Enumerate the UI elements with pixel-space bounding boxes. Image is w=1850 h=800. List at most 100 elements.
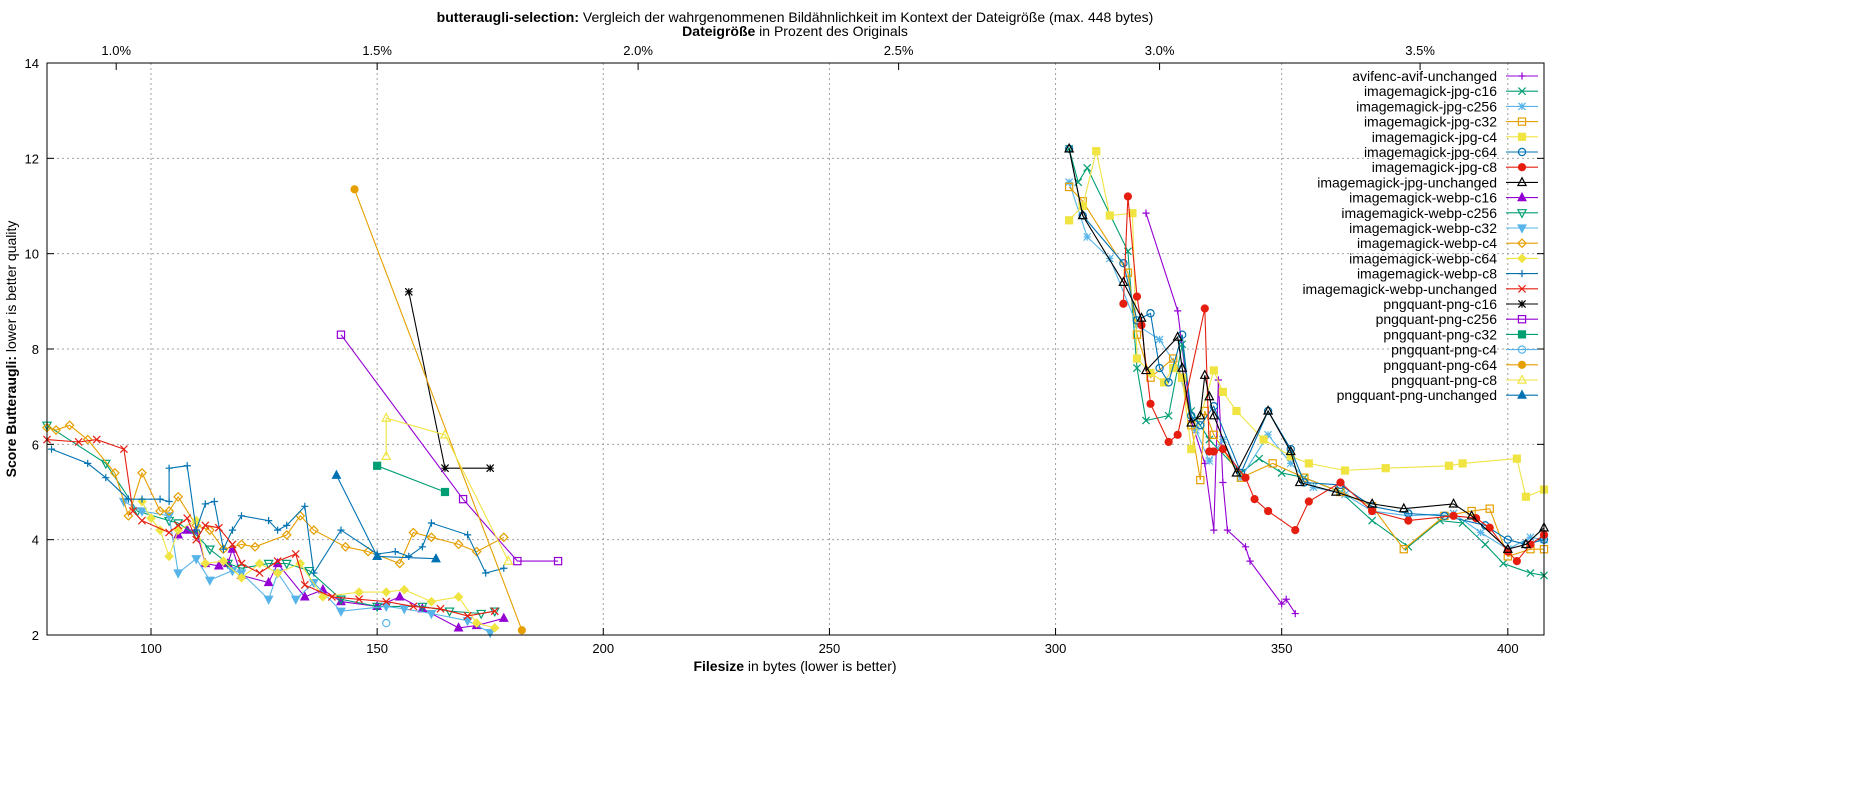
series-imagemagick-jpg-c8	[1119, 192, 1549, 566]
data-point	[1517, 147, 1527, 157]
data-point	[1517, 163, 1527, 172]
x-tick-label: 150	[366, 641, 388, 656]
series-pngquant-png-c32	[373, 461, 450, 497]
data-point	[1218, 445, 1227, 454]
series-line	[340, 334, 559, 562]
data-point	[1516, 176, 1528, 187]
x-tick-label: 250	[819, 641, 841, 656]
data-point	[1209, 447, 1218, 456]
x2-tick-label: 2.0%	[623, 43, 653, 58]
legend-entry: imagemagick-webp-c64	[1349, 250, 1538, 266]
data-point	[335, 595, 347, 606]
data-point	[236, 564, 247, 575]
y-tick-label: 6	[32, 437, 39, 452]
legend-label: imagemagick-jpg-c256	[1356, 98, 1497, 114]
data-point	[1517, 117, 1527, 126]
data-point	[354, 587, 364, 597]
data-point	[204, 525, 215, 536]
data-point	[1199, 369, 1210, 379]
data-point	[1517, 253, 1527, 264]
legend-label: pngquant-png-unchanged	[1337, 387, 1497, 403]
data-point	[138, 495, 146, 503]
legend: avifenc-avif-unchangedimagemagick-jpg-c1…	[1302, 68, 1538, 403]
data-point	[463, 611, 472, 620]
y-tick-label: 2	[32, 628, 39, 643]
legend-entry: imagemagick-webp-c4	[1357, 235, 1538, 251]
data-point	[1177, 362, 1188, 372]
data-point	[327, 592, 336, 601]
legend-entry: pngquant-png-c4	[1391, 342, 1538, 358]
series-imagemagick-webp-c8	[47, 445, 508, 577]
legend-entry: imagemagick-webp-c8	[1357, 266, 1538, 282]
data-point	[1204, 390, 1215, 401]
legend-label: imagemagick-webp-c256	[1341, 205, 1497, 221]
data-point	[1404, 516, 1413, 525]
data-point	[1517, 345, 1527, 354]
data-point	[1526, 533, 1535, 542]
legend-label: imagemagick-webp-unchanged	[1302, 281, 1497, 297]
data-point	[500, 564, 508, 572]
data-point	[1518, 270, 1526, 278]
data-point	[399, 605, 410, 615]
data-point	[1336, 478, 1345, 487]
x-tick-label: 200	[592, 641, 614, 656]
data-point	[381, 602, 392, 613]
x2-axis-label: Dateigröße in Prozent des Originals	[682, 23, 908, 39]
data-point	[1173, 430, 1182, 439]
data-point	[471, 546, 482, 557]
data-point	[439, 428, 451, 439]
legend-entry: imagemagick-jpg-unchanged	[1317, 174, 1538, 190]
data-point	[381, 412, 392, 422]
data-point	[336, 607, 346, 617]
data-point	[1499, 559, 1508, 568]
data-point	[1485, 523, 1494, 532]
data-point	[1083, 163, 1092, 172]
legend-label: imagemagick-jpg-c8	[1372, 159, 1497, 175]
legend-entry: imagemagick-jpg-c32	[1364, 114, 1538, 130]
data-point	[1119, 259, 1128, 268]
data-point	[1404, 511, 1413, 520]
data-point	[263, 559, 274, 570]
legend-entry: imagemagick-jpg-c16	[1364, 83, 1538, 99]
data-point	[1476, 528, 1485, 537]
x2-tick-label: 1.5%	[362, 43, 392, 58]
legend-label: imagemagick-webp-c4	[1357, 235, 1497, 251]
series-pngquant-png-unchanged	[331, 469, 441, 563]
data-point	[128, 507, 137, 516]
data-point	[1404, 542, 1413, 551]
data-point	[1186, 417, 1197, 427]
legend-label: pngquant-png-c32	[1383, 326, 1497, 342]
data-point	[1255, 454, 1264, 463]
data-point	[1092, 147, 1101, 156]
data-point	[409, 602, 418, 611]
data-point	[350, 185, 359, 194]
legend-entry: imagemagick-jpg-c256	[1356, 98, 1538, 114]
data-point	[431, 553, 441, 563]
data-point	[1155, 335, 1164, 344]
x-tick-label: 350	[1271, 641, 1293, 656]
data-point	[191, 555, 202, 565]
data-point	[1286, 459, 1295, 468]
legend-entry: imagemagick-webp-unchanged	[1302, 281, 1538, 297]
y-tick-label: 14	[25, 56, 39, 71]
series-pngquant-png-c8	[381, 412, 514, 565]
data-point	[1146, 309, 1155, 318]
data-point	[1105, 211, 1114, 220]
legend-label: imagemagick-jpg-c16	[1364, 83, 1497, 99]
data-point	[1064, 182, 1074, 192]
data-point	[1132, 321, 1141, 330]
data-point	[458, 494, 468, 504]
legend-entry: avifenc-avif-unchanged	[1352, 68, 1538, 84]
data-point	[1304, 497, 1313, 506]
data-point	[1250, 495, 1259, 504]
data-point	[1187, 445, 1196, 454]
data-point	[1291, 526, 1300, 535]
data-point	[1246, 557, 1254, 565]
x-tick-label: 100	[140, 641, 162, 656]
data-point	[1078, 201, 1087, 211]
data-point	[237, 512, 246, 520]
data-point	[1132, 364, 1141, 373]
x-tick-label: 400	[1497, 641, 1519, 656]
data-point	[453, 592, 464, 602]
data-point	[174, 521, 183, 530]
